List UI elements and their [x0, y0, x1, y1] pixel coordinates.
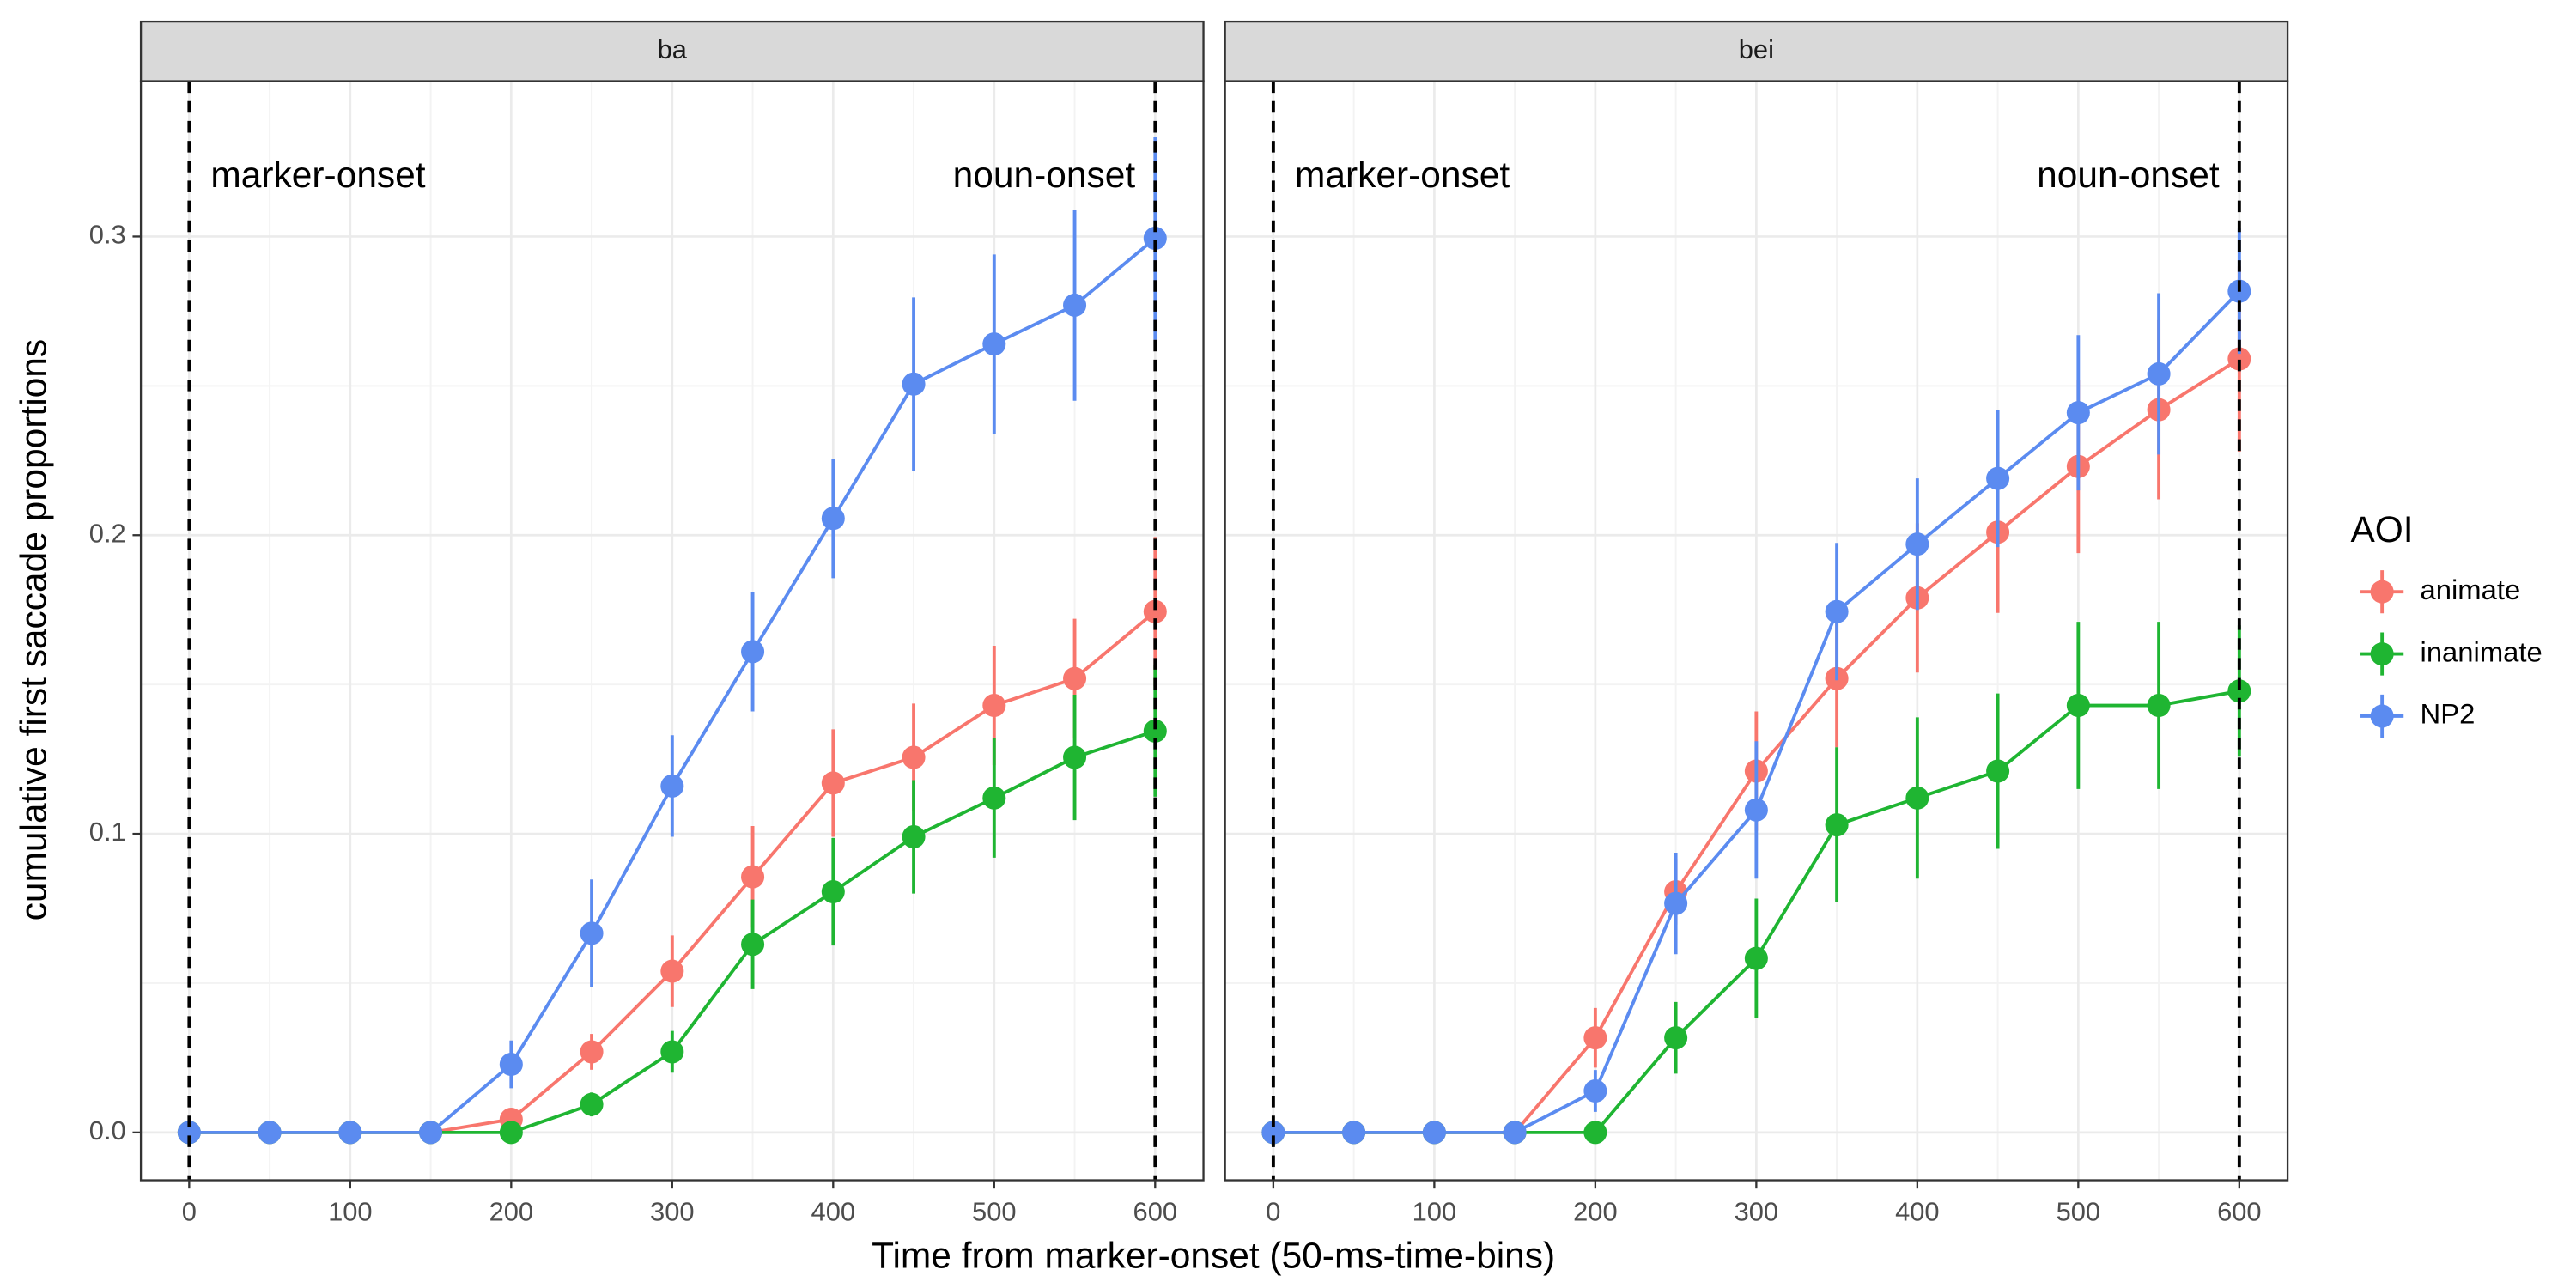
panel-border	[1224, 80, 2289, 1182]
y-tick-label: 0.3	[89, 220, 126, 250]
reference-label: noun-onset	[953, 155, 1136, 195]
facet-title: ba	[658, 34, 688, 64]
data-point	[660, 1040, 684, 1064]
facet-strip	[139, 20, 1205, 82]
data-point	[2227, 347, 2251, 371]
legend-label: animate	[2421, 574, 2521, 605]
data-point	[1143, 719, 1167, 743]
data-point	[1664, 891, 1688, 915]
data-point	[1583, 1121, 1607, 1145]
reference-label: marker-onset	[1295, 155, 1510, 195]
x-tick-label: 500	[972, 1196, 1017, 1226]
y-axis-title: cumulative first saccade proportions	[14, 339, 54, 920]
data-point	[2066, 693, 2090, 718]
data-point	[1744, 946, 1768, 970]
data-point	[1143, 227, 1167, 251]
data-point	[499, 1053, 523, 1077]
x-tick-label: 0	[1266, 1196, 1280, 1226]
data-point	[1986, 466, 2010, 490]
data-point	[1342, 1121, 1366, 1145]
x-tick-label: 0	[182, 1196, 197, 1226]
x-tick-label: 400	[811, 1196, 856, 1226]
data-point	[2147, 693, 2171, 718]
data-point	[821, 771, 845, 795]
y-tick-label: 0.2	[89, 518, 126, 548]
x-tick-label: 300	[650, 1196, 695, 1226]
data-point	[580, 921, 604, 945]
legend-label: inanimate	[2421, 635, 2543, 667]
facet-strip	[1224, 20, 2289, 82]
y-tick-label: 0.0	[89, 1115, 126, 1145]
data-point	[580, 1040, 604, 1064]
data-point	[2227, 679, 2251, 703]
reference-label: marker-onset	[210, 155, 425, 195]
data-point	[580, 1092, 604, 1116]
data-point	[660, 774, 684, 798]
data-point	[660, 959, 684, 983]
data-point	[1905, 786, 1929, 810]
data-point	[741, 933, 765, 957]
data-point	[2147, 361, 2171, 386]
legend-key-point	[2370, 704, 2394, 728]
x-tick-label: 300	[1735, 1196, 1779, 1226]
x-tick-label: 400	[1895, 1196, 1940, 1226]
data-point	[1063, 666, 1087, 690]
x-tick-label: 200	[489, 1196, 534, 1226]
data-point	[741, 865, 765, 889]
data-point	[1503, 1121, 1527, 1145]
data-point	[1063, 293, 1087, 317]
data-point	[1825, 599, 1849, 623]
data-point	[821, 880, 845, 904]
legend-title: AOI	[2350, 509, 2413, 550]
data-point	[338, 1121, 362, 1145]
panel-border	[139, 80, 1205, 1182]
data-point	[902, 372, 926, 396]
data-point	[419, 1121, 443, 1145]
data-point	[982, 786, 1006, 810]
data-point	[1422, 1121, 1446, 1145]
data-point	[821, 507, 845, 531]
data-point	[1905, 532, 1929, 556]
data-point	[1583, 1026, 1607, 1050]
reference-label: noun-onset	[2037, 155, 2220, 195]
data-point	[1261, 1121, 1285, 1145]
y-tick-label: 0.1	[89, 817, 126, 847]
data-point	[982, 693, 1006, 718]
data-point	[902, 745, 926, 769]
data-point	[1744, 798, 1768, 822]
x-tick-label: 100	[328, 1196, 373, 1226]
legend-key-point	[2370, 642, 2394, 666]
data-point	[1825, 813, 1849, 837]
data-point	[902, 825, 926, 849]
x-tick-label: 500	[2057, 1196, 2101, 1226]
data-point	[1143, 599, 1167, 623]
data-point	[1583, 1079, 1607, 1103]
legend-key-point	[2370, 580, 2394, 604]
data-point	[1986, 759, 2010, 783]
data-point	[177, 1121, 201, 1145]
data-point	[982, 332, 1006, 356]
facet-title: bei	[1739, 34, 1774, 64]
data-point	[1664, 1026, 1688, 1050]
data-point	[2066, 401, 2090, 425]
data-point	[499, 1121, 523, 1145]
data-point	[1063, 745, 1087, 769]
legend-label: NP2	[2421, 698, 2476, 730]
x-tick-label: 200	[1573, 1196, 1618, 1226]
data-point	[258, 1121, 282, 1145]
x-axis-title: Time from marker-onset (50-ms-time-bins)	[872, 1235, 1555, 1275]
x-tick-label: 600	[1133, 1196, 1178, 1226]
x-tick-label: 600	[2217, 1196, 2262, 1226]
x-tick-label: 100	[1413, 1196, 1457, 1226]
data-point	[741, 640, 765, 664]
